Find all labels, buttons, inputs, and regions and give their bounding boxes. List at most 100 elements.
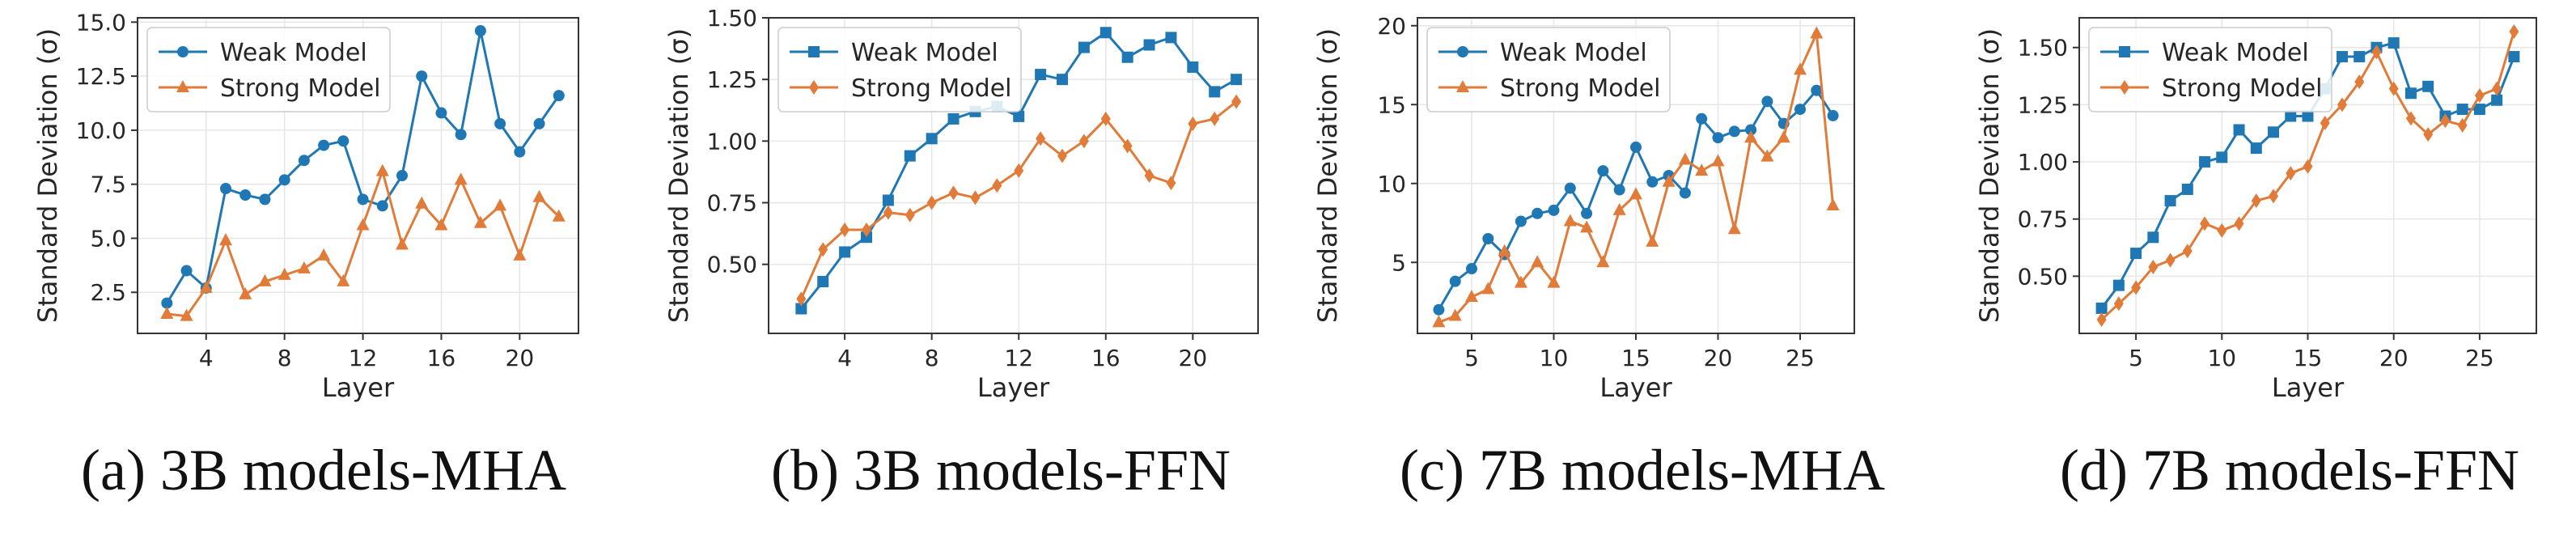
legend-marker	[2119, 46, 2130, 57]
legend-box	[1426, 27, 1671, 112]
data-point	[1826, 198, 1840, 211]
data-point	[1727, 222, 1741, 235]
data-point	[435, 107, 447, 119]
data-point	[2405, 111, 2416, 126]
data-point	[904, 150, 916, 162]
series-strong-model	[796, 94, 1242, 307]
chart-panel-2: 0.50 0.75 1.00 1.25 1.50 4 8 12 16 20 Layer Standar…	[663, 5, 1259, 502]
data-point	[2508, 51, 2520, 63]
chart-caption: (b) 3B models-FFN	[771, 438, 1231, 502]
legend-marker	[1456, 80, 1469, 92]
data-point	[1597, 165, 1609, 177]
data-point	[1231, 94, 1242, 109]
data-point	[2200, 216, 2210, 231]
legend-box	[2088, 27, 2332, 112]
data-point	[180, 308, 193, 321]
legend-marker	[176, 80, 189, 92]
data-point	[1481, 282, 1495, 295]
data-point	[2250, 142, 2262, 155]
legend-label: Strong Model	[851, 74, 1012, 103]
data-point	[1187, 61, 1199, 73]
data-point	[1662, 174, 1676, 187]
data-point	[2148, 260, 2159, 275]
data-point	[1745, 124, 1757, 136]
y-tick-label: 1.00	[2018, 149, 2068, 176]
x-tick-label: 20	[2379, 345, 2409, 371]
data-point	[2473, 104, 2485, 116]
data-point	[2251, 193, 2261, 209]
data-point	[1630, 141, 1642, 153]
x-tick-label: 10	[2207, 345, 2236, 371]
data-point	[2233, 124, 2245, 136]
data-point	[2440, 113, 2451, 129]
legend: Weak Model Strong Model	[1426, 27, 1671, 112]
data-point	[2302, 110, 2314, 122]
y-axis-label: Standard Deviation (σ)	[1312, 28, 1343, 323]
data-point	[1613, 184, 1625, 196]
data-point	[1711, 154, 1725, 167]
data-point	[356, 218, 370, 231]
data-point	[861, 231, 872, 244]
data-point	[2217, 223, 2227, 238]
data-point	[2095, 302, 2108, 314]
data-point	[2165, 252, 2176, 268]
data-point	[220, 183, 231, 195]
data-point	[2354, 51, 2366, 63]
data-point	[970, 190, 981, 206]
data-point	[494, 198, 507, 211]
y-tick-label: 2.5	[90, 279, 126, 306]
data-point	[2285, 110, 2297, 122]
legend: Weak Model Strong Model	[777, 27, 1022, 112]
data-point	[318, 139, 330, 151]
data-point	[337, 274, 350, 286]
data-point	[2388, 81, 2399, 96]
data-point	[926, 133, 938, 145]
legend-marker	[2120, 80, 2129, 95]
x-tick-label: 16	[427, 345, 456, 371]
x-tick-label: 5	[1464, 345, 1479, 371]
data-point	[161, 297, 173, 309]
data-point	[1122, 138, 1133, 154]
x-tick-label: 8	[925, 345, 939, 371]
x-tick-label: 20	[506, 345, 535, 371]
legend-box	[777, 27, 1022, 112]
data-point	[1465, 263, 1477, 275]
data-point	[1777, 130, 1790, 143]
data-point	[357, 193, 369, 206]
data-point	[2474, 88, 2485, 104]
plot-frame	[768, 17, 1259, 334]
data-point	[337, 135, 350, 147]
data-point	[1810, 26, 1824, 39]
data-point	[2423, 127, 2434, 142]
data-point	[278, 267, 291, 280]
legend-label: Weak Model	[1500, 39, 1647, 67]
data-point	[1449, 275, 1461, 287]
data-point	[883, 205, 893, 220]
data-point	[1143, 39, 1155, 51]
data-point	[434, 218, 448, 231]
legend-marker	[177, 46, 189, 57]
x-axis-label: Layer	[1599, 372, 1672, 403]
data-point	[376, 200, 388, 212]
y-tick-label: 1.25	[707, 66, 757, 93]
legend-label: Weak Model	[220, 39, 367, 67]
data-point	[1014, 163, 1024, 178]
data-point	[1712, 132, 1724, 144]
data-point	[2131, 280, 2142, 295]
legend-label: Weak Model	[851, 39, 998, 67]
data-point	[1231, 74, 1243, 86]
data-point	[2112, 279, 2125, 291]
data-point	[1035, 69, 1047, 81]
data-point	[2456, 104, 2468, 116]
data-point	[1166, 176, 1176, 191]
x-tick-label: 15	[1621, 345, 1650, 371]
series-strong-model	[1432, 26, 1840, 328]
data-point	[2457, 117, 2468, 133]
data-point	[258, 274, 272, 286]
data-point	[796, 291, 807, 307]
data-point	[317, 248, 331, 261]
data-point	[2234, 216, 2244, 231]
series-weak-model	[161, 25, 565, 309]
data-point	[239, 286, 252, 299]
